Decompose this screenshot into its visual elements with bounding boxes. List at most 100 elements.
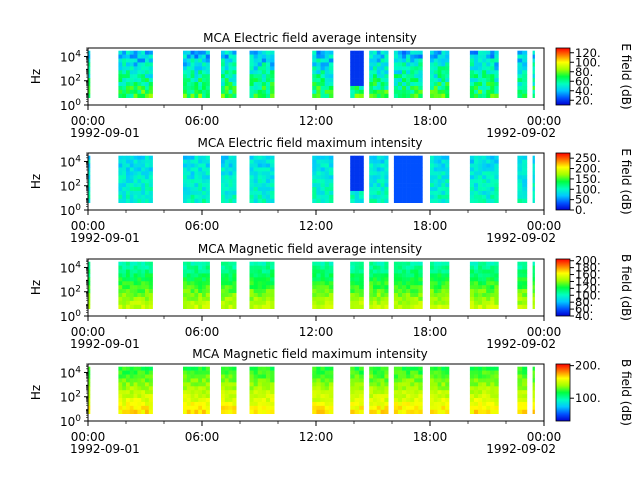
spectrogram-cell [221, 390, 226, 395]
spectrogram-cell [261, 163, 267, 168]
spectrogram-cell [532, 70, 535, 75]
spectrogram-cell [141, 50, 146, 55]
spectrogram-cell [190, 93, 195, 98]
spectrogram-cell [257, 366, 263, 371]
spectrogram-cell [445, 394, 450, 399]
colorbar-tick-label: 40. [575, 309, 593, 323]
spectrogram-cell [354, 175, 360, 180]
spectrogram-cell [133, 167, 138, 172]
spectrogram-cell [433, 378, 438, 383]
spectrogram-cell [221, 370, 226, 375]
spectrogram-cell [328, 62, 334, 67]
spectrogram-cell [384, 93, 389, 98]
spectrogram-cell [126, 273, 131, 278]
spectrogram-cell [232, 273, 237, 278]
spectrogram-cell [410, 370, 415, 375]
spectrogram-cell [445, 382, 450, 387]
spectrogram-cell [221, 66, 226, 71]
spectrogram-cell [126, 382, 131, 387]
spectrogram-cell [316, 273, 321, 278]
spectrogram-cell [478, 265, 483, 270]
spectrogram-cell [373, 289, 378, 294]
spectrogram-cell [397, 273, 403, 278]
spectrogram-cell [522, 405, 528, 411]
spectrogram-cell [373, 398, 378, 403]
spectrogram-cell [482, 273, 487, 278]
spectrogram-cell [414, 409, 419, 414]
spectrogram-cell [359, 289, 364, 294]
spectrogram-cell [312, 194, 317, 200]
spectrogram-cell [522, 82, 528, 87]
spectrogram-cell [265, 183, 271, 188]
spectrogram-cell [221, 93, 226, 98]
spectrogram-cell [320, 285, 326, 290]
spectrogram-cell [414, 401, 419, 407]
spectrogram-cell [198, 62, 203, 67]
spectrogram-cell [376, 194, 381, 200]
spectrogram-cell [441, 374, 446, 379]
spectrogram-cell [441, 66, 446, 71]
spectrogram-cell [253, 370, 259, 375]
spectrogram-cell [380, 70, 385, 75]
spectrogram-cell [198, 382, 203, 387]
spectrogram-cell [190, 281, 195, 286]
spectrogram-cell [402, 401, 407, 407]
spectrogram-cell [183, 281, 188, 286]
spectrogram-cell [486, 382, 491, 387]
spectrogram-cell [316, 366, 321, 371]
spectrogram-cell [380, 159, 385, 164]
spectrogram-cell [312, 277, 317, 282]
spectrogram-cell [270, 167, 275, 172]
spectrogram-cell [186, 273, 191, 278]
spectrogram-cell [406, 78, 411, 83]
x-tick-label: 00:00 [71, 114, 106, 128]
spectrogram-cell [397, 187, 403, 192]
spectrogram-cell [316, 374, 321, 379]
spectrogram-cell [320, 398, 326, 403]
spectrogram-cell [118, 296, 123, 302]
spectrogram-cell [384, 171, 389, 176]
spectrogram-cell [205, 163, 210, 168]
spectrogram-cell [148, 54, 153, 59]
spectrogram-cell [437, 304, 442, 309]
spectrogram-cell [494, 281, 499, 286]
spectrogram-cell [129, 277, 134, 282]
spectrogram-cell [369, 159, 374, 164]
spectrogram-cell [148, 85, 153, 91]
spectrogram-cell [469, 277, 475, 282]
spectrogram-cell [228, 293, 233, 298]
spectrogram-cell [402, 374, 407, 379]
spectrogram-cell [257, 269, 263, 274]
spectrogram-cell [414, 390, 419, 395]
spectrogram-cell [376, 390, 381, 395]
spectrogram-cell [433, 155, 438, 160]
spectrogram-cell [354, 382, 360, 387]
spectrogram-cell [141, 289, 146, 294]
spectrogram-cell [478, 398, 483, 403]
spectrogram-cell [122, 304, 127, 309]
spectrogram-cell [320, 382, 326, 387]
spectrogram-cell [141, 405, 146, 411]
spectrogram-cell [198, 289, 203, 294]
spectrogram-cell [393, 58, 399, 63]
spectrogram-cell [410, 366, 415, 371]
spectrogram-cell [202, 85, 207, 91]
spectrogram-cell [133, 366, 138, 371]
spectrogram-cell [202, 300, 207, 306]
spectrogram-cell [522, 58, 528, 63]
spectrogram-cell [257, 374, 263, 379]
spectrogram-cell [445, 50, 450, 55]
spectrogram-cell [384, 394, 389, 399]
spectrogram-cell [393, 155, 399, 160]
spectrogram-cell [482, 296, 487, 302]
spectrogram-cell [384, 74, 389, 79]
spectrogram-cell [350, 155, 355, 160]
spectrogram-cell [270, 183, 275, 188]
spectrogram-cell [320, 293, 326, 298]
spectrogram-cell [414, 93, 419, 98]
spectrogram-cell [183, 62, 188, 67]
spectrogram-cell [261, 175, 267, 180]
spectrogram-cell [141, 409, 146, 414]
spectrogram-cell [253, 66, 259, 71]
spectrogram-cell [354, 198, 360, 203]
